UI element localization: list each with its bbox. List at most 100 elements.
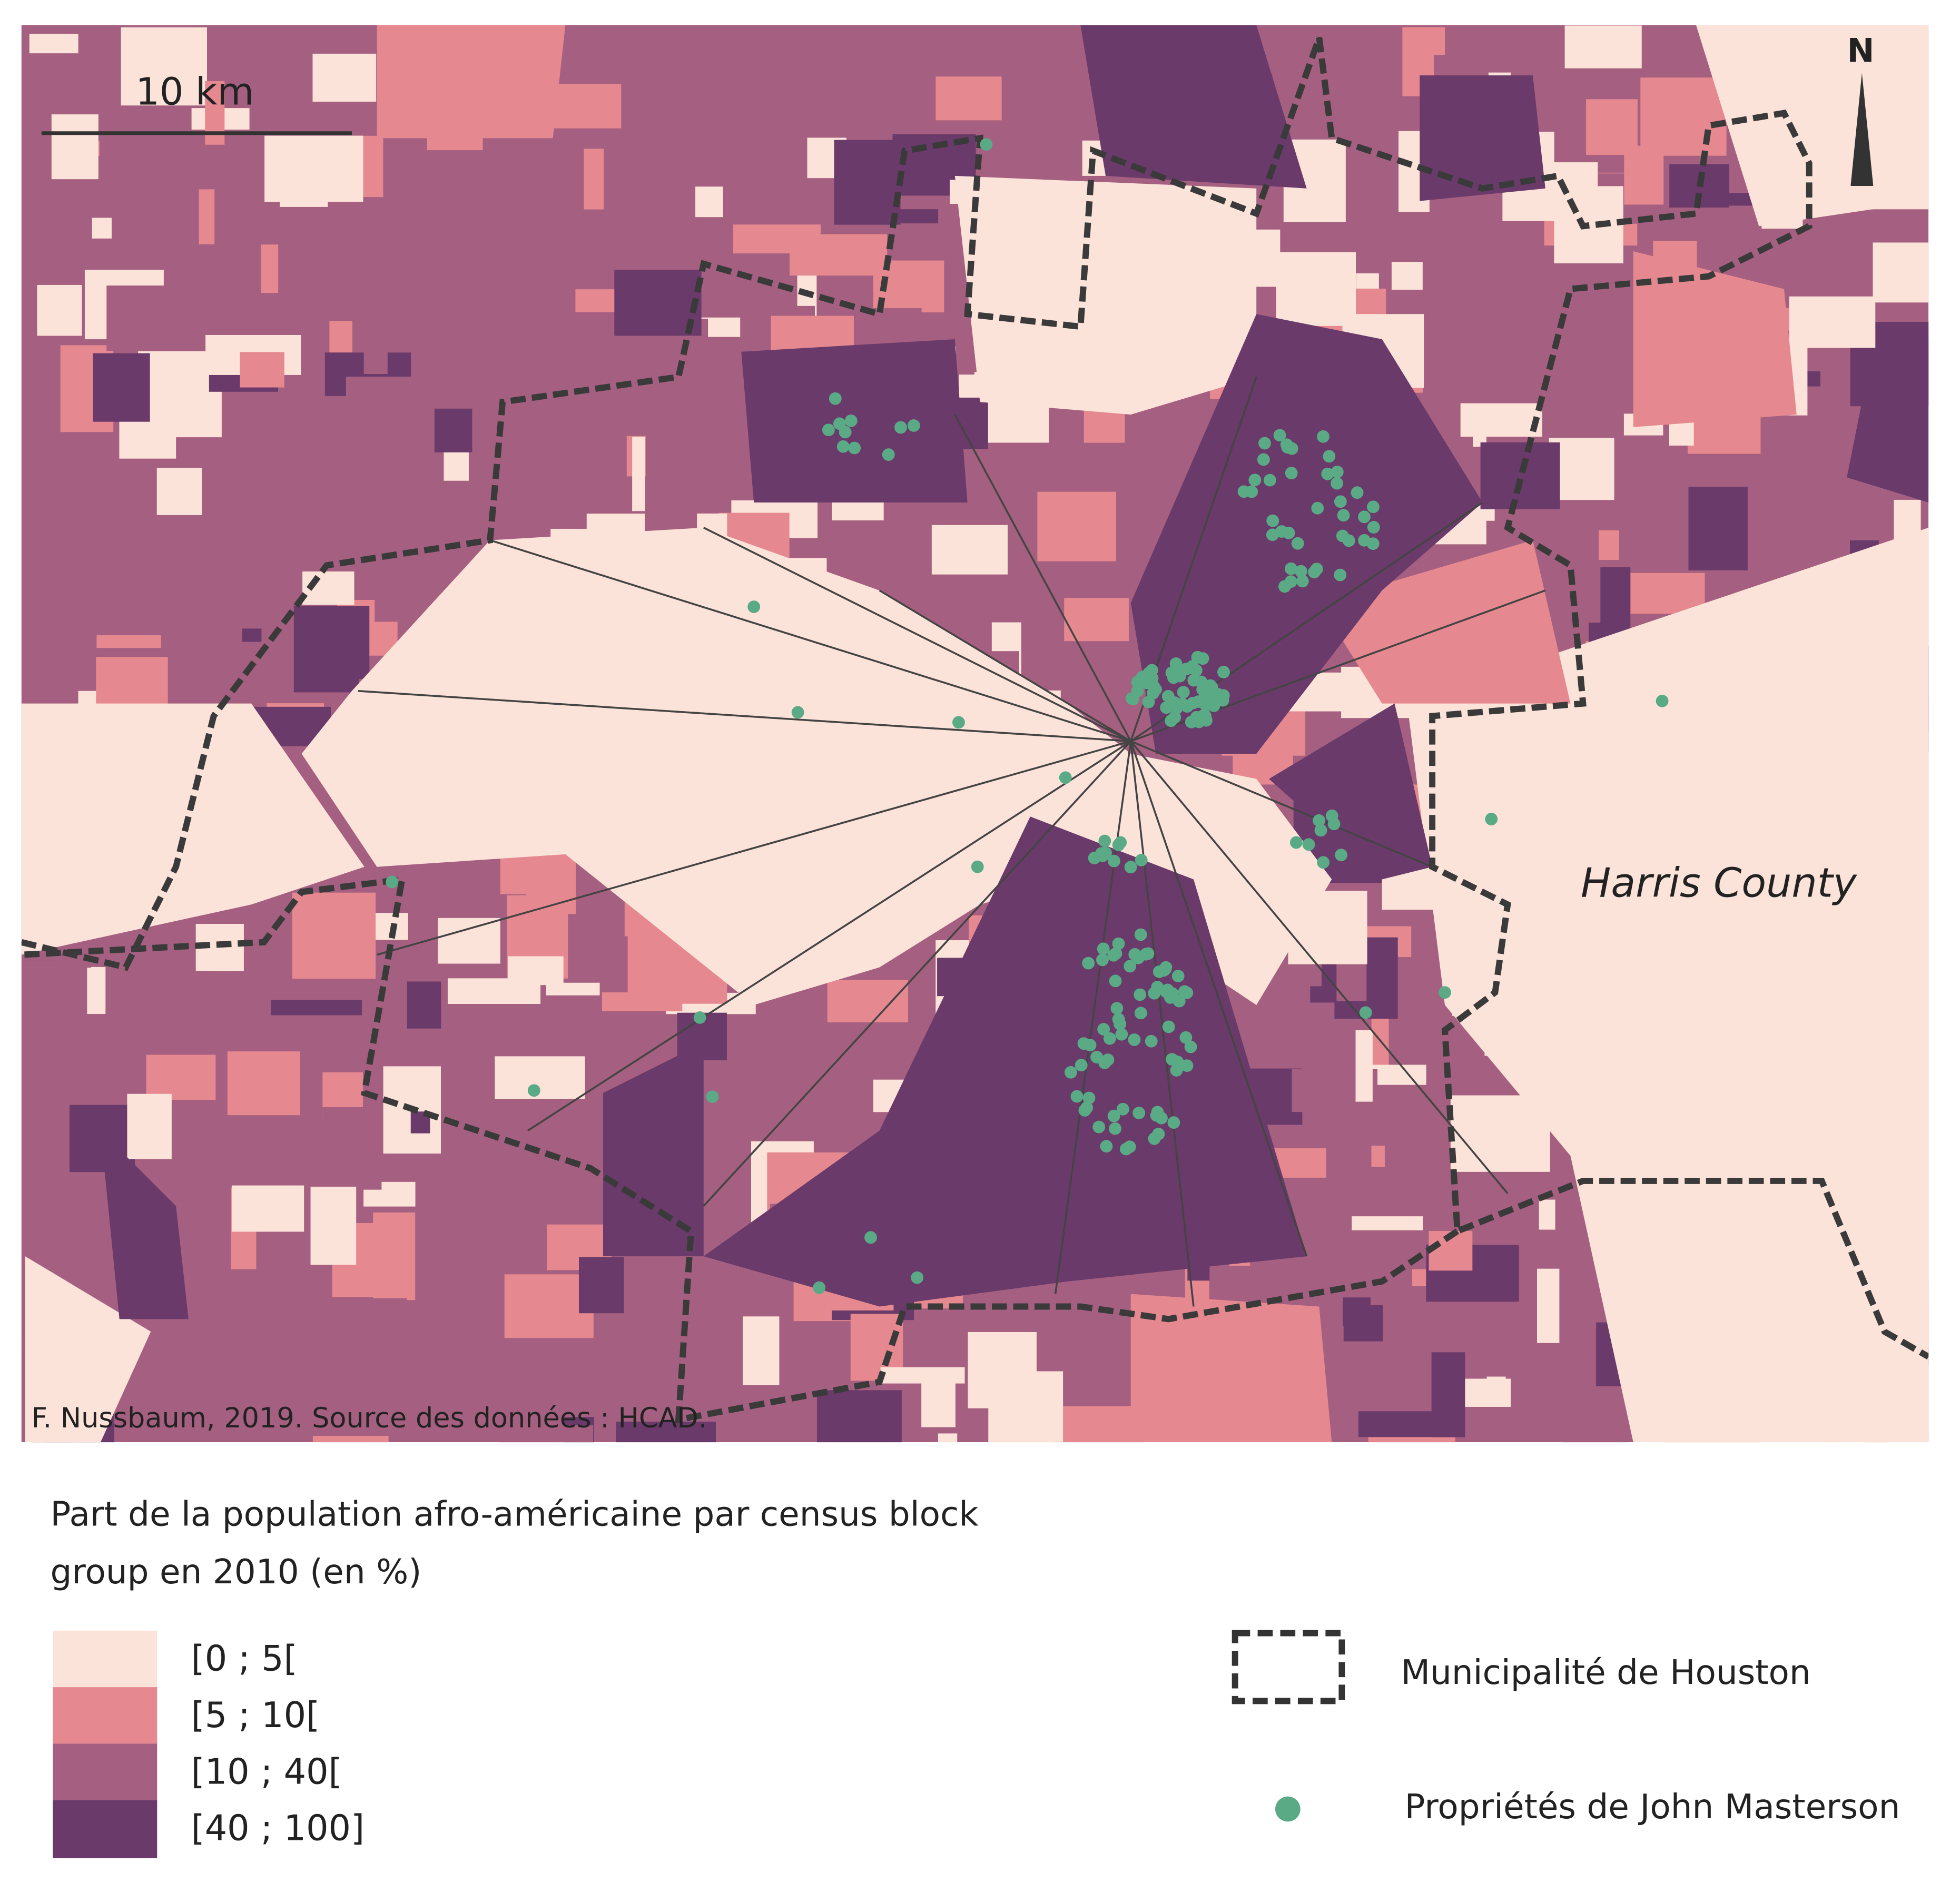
legend-title: Part de la population afro-américaine pa… xyxy=(51,1494,979,1534)
legend-title: group en 2010 (en %) xyxy=(51,1552,422,1592)
block-group xyxy=(37,284,82,336)
property xyxy=(1084,1039,1097,1052)
property xyxy=(1132,1107,1146,1119)
property xyxy=(1367,500,1380,514)
property xyxy=(1107,1109,1120,1122)
block-group xyxy=(579,1257,624,1314)
property xyxy=(1656,694,1669,707)
property xyxy=(1070,1090,1084,1103)
property xyxy=(1082,1091,1096,1105)
property xyxy=(1317,856,1330,869)
property xyxy=(1258,437,1271,450)
property xyxy=(1171,970,1185,982)
block-group xyxy=(1539,1199,1555,1230)
property xyxy=(1134,988,1147,1001)
block-group xyxy=(1688,487,1748,570)
block-group xyxy=(127,1093,172,1159)
block-group xyxy=(75,1216,98,1247)
scale-label: 10 km xyxy=(135,70,254,113)
area xyxy=(1269,703,1433,880)
property xyxy=(1257,453,1270,466)
block-group xyxy=(1391,262,1423,290)
block-group xyxy=(322,1298,407,1333)
block-group xyxy=(743,1316,780,1385)
property xyxy=(1065,1066,1077,1079)
block-group xyxy=(921,1381,956,1427)
property xyxy=(791,706,804,719)
property xyxy=(864,1231,877,1244)
legend-swatch xyxy=(53,1630,157,1689)
block-group xyxy=(1600,567,1631,633)
property xyxy=(1192,695,1205,708)
block-group xyxy=(407,981,441,1029)
property xyxy=(1334,495,1347,508)
property xyxy=(1289,836,1303,849)
block-group xyxy=(763,42,812,87)
block-group xyxy=(227,1051,300,1116)
property xyxy=(1351,486,1364,499)
block-group xyxy=(121,27,207,106)
property xyxy=(1116,1102,1129,1116)
block-group xyxy=(834,140,901,225)
property xyxy=(1294,565,1307,578)
property xyxy=(1248,474,1262,487)
block-group xyxy=(938,1433,958,1443)
block-group xyxy=(156,467,202,515)
property xyxy=(894,421,907,434)
property xyxy=(1321,467,1334,480)
block-group xyxy=(616,1422,716,1443)
block-group xyxy=(1358,1411,1445,1437)
property xyxy=(1178,985,1191,998)
property xyxy=(1190,711,1203,724)
property xyxy=(1331,466,1344,478)
legend-swatch xyxy=(53,1800,157,1858)
property xyxy=(1317,430,1329,443)
block-group xyxy=(87,967,106,1014)
property xyxy=(706,1090,719,1103)
property xyxy=(1128,1033,1141,1046)
property xyxy=(1124,960,1137,973)
property xyxy=(1100,1140,1113,1153)
property xyxy=(971,860,984,873)
property xyxy=(527,1084,540,1097)
road xyxy=(1130,741,1509,1194)
block-group xyxy=(526,850,576,914)
property xyxy=(1184,1040,1197,1053)
block-group xyxy=(199,189,215,244)
property xyxy=(1112,1013,1125,1026)
property xyxy=(1082,957,1095,970)
block-group xyxy=(632,437,645,511)
area xyxy=(703,816,1307,1307)
choropleth xyxy=(21,25,1929,1443)
area xyxy=(25,1256,151,1443)
property xyxy=(1098,1056,1111,1069)
property xyxy=(911,1271,924,1284)
block-group xyxy=(312,1436,389,1443)
block-group xyxy=(931,525,1008,575)
block-group xyxy=(1037,491,1116,561)
block-group xyxy=(1640,77,1727,156)
credit: F. Nussbaum, 2019. Source des données : … xyxy=(32,1402,707,1434)
block-group xyxy=(1052,1406,1144,1443)
property xyxy=(1217,666,1230,678)
block-group xyxy=(363,335,388,375)
property xyxy=(1336,529,1349,543)
property xyxy=(1327,817,1341,831)
property xyxy=(1337,509,1350,522)
property xyxy=(1107,854,1120,868)
legend-label: [10 ; 40[ xyxy=(191,1751,342,1792)
property xyxy=(1109,974,1122,988)
property xyxy=(1177,686,1190,699)
area xyxy=(1130,1294,1332,1443)
area xyxy=(301,527,1332,1006)
overlay xyxy=(21,36,1929,1424)
property xyxy=(836,440,850,453)
area xyxy=(1420,75,1545,201)
boundary-swatch xyxy=(1232,1630,1345,1704)
property xyxy=(1148,1132,1161,1145)
block-group xyxy=(373,1212,416,1300)
block-group xyxy=(329,321,352,359)
block-group xyxy=(1355,1030,1373,1102)
block-group xyxy=(1599,530,1619,560)
property xyxy=(1278,580,1291,593)
